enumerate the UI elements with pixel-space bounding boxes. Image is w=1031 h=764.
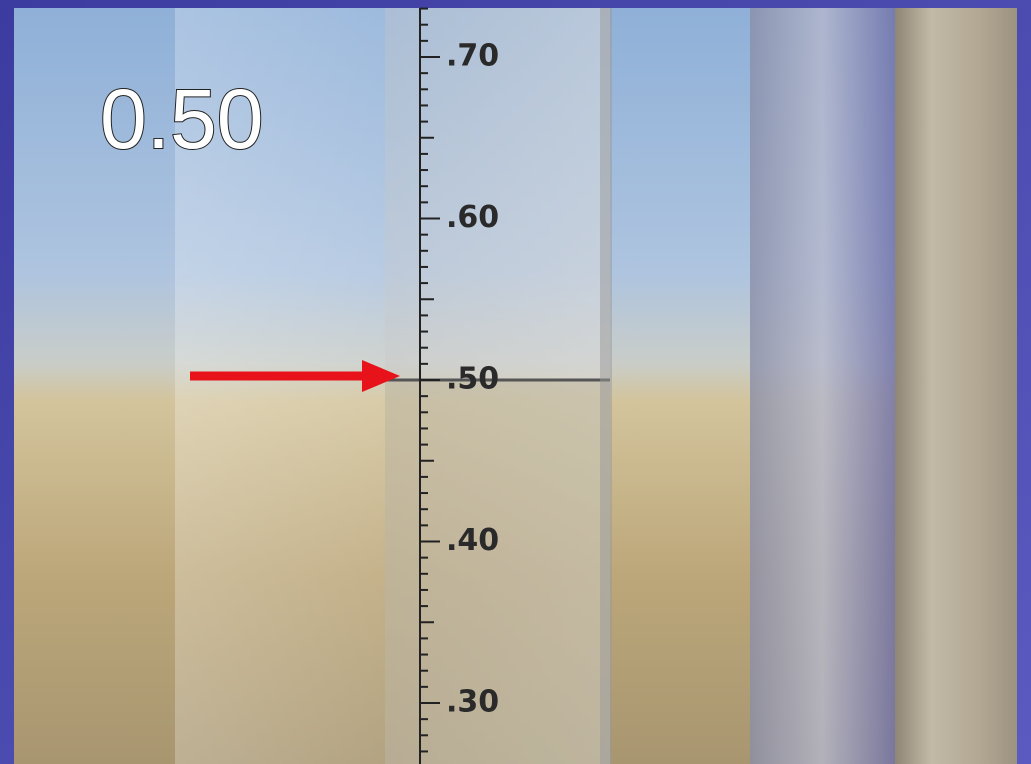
tube-edge [600,8,612,764]
scale-ticks [420,7,440,753]
arrow-head [362,360,400,392]
scale-label: .30 [446,685,499,720]
scale-label: .60 [446,200,499,235]
fence-post [895,8,1017,764]
scale-label: .40 [446,523,499,558]
scale-label: .70 [446,39,499,74]
scale-label: .50 [446,362,499,397]
outer-tube [175,8,610,764]
reading: 0.50 [100,72,264,166]
scale-labels: .70 .60 .50 .40 .30 [446,39,499,720]
overflow-tube [750,8,895,764]
